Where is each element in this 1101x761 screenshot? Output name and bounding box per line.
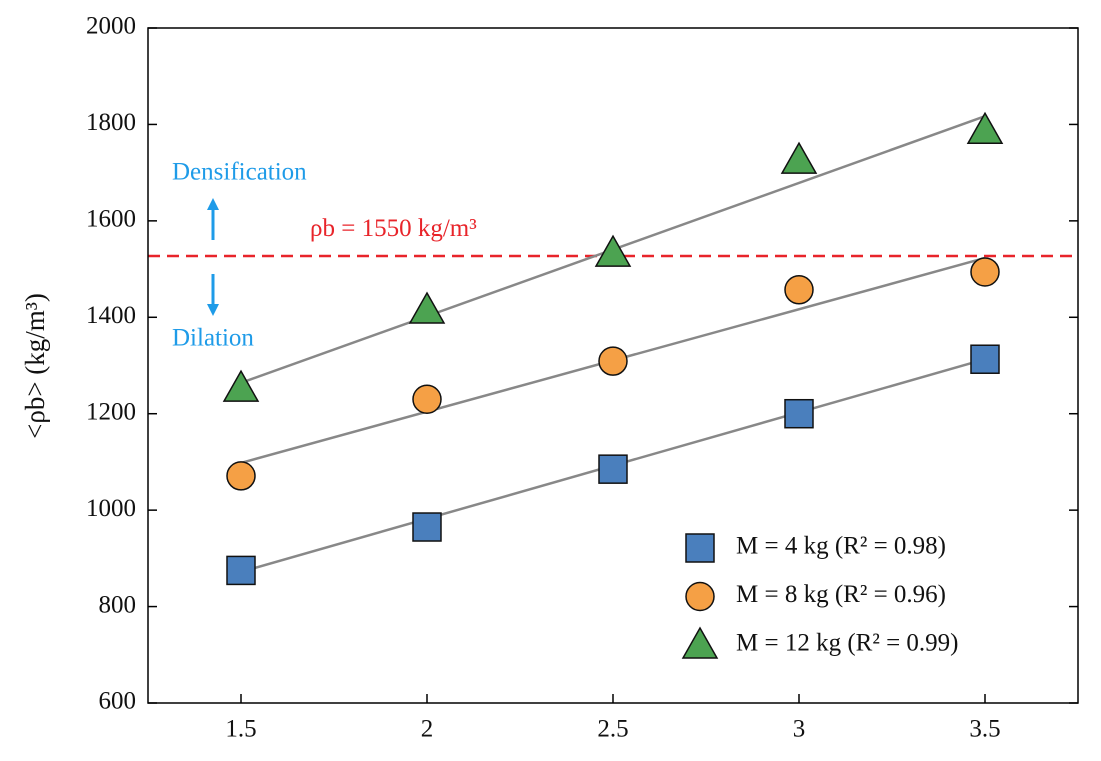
- y-tick-label: 1400: [86, 302, 136, 329]
- x-tick-label: 2: [421, 716, 434, 743]
- y-tick-label: 1800: [86, 109, 136, 136]
- y-tick-label: 800: [99, 591, 137, 618]
- marker: [222, 369, 260, 402]
- marker: [970, 344, 1000, 374]
- y-tick-label: 1000: [86, 495, 136, 522]
- legend-marker: [681, 626, 719, 659]
- y-tick-label: 600: [99, 688, 137, 715]
- legend-label: M = 8 kg (R² = 0.96): [736, 581, 946, 608]
- legend-marker: [685, 581, 715, 612]
- legend-label: M = 12 kg (R² = 0.99): [736, 630, 959, 657]
- x-tick-label: 2.5: [597, 716, 628, 743]
- annotation: Densification: [172, 159, 307, 186]
- y-tick-label: 1600: [86, 206, 136, 233]
- marker: [780, 141, 818, 174]
- marker: [966, 111, 1004, 144]
- marker: [970, 257, 1000, 287]
- marker: [412, 512, 442, 542]
- y-tick-label: 1200: [86, 398, 136, 425]
- marker: [408, 291, 446, 324]
- marker: [598, 454, 628, 484]
- marker: [226, 461, 256, 491]
- plot-frame: [147, 27, 1079, 704]
- legend-label: M = 4 kg (R² = 0.98): [736, 533, 946, 560]
- marker: [226, 555, 256, 586]
- x-tick-label: 3: [793, 716, 806, 743]
- marker: [412, 384, 442, 414]
- y-tick-label: 2000: [86, 13, 136, 40]
- x-tick-label: 3.5: [969, 716, 1000, 743]
- marker: [784, 275, 814, 305]
- y-axis-label: <ρb> (kg/m³): [20, 293, 50, 439]
- reference-label: ρb = 1550 kg/m³: [310, 215, 477, 242]
- marker: [594, 234, 632, 267]
- annotation: Dilation: [172, 325, 254, 352]
- marker: [598, 346, 628, 376]
- marker: [784, 398, 814, 429]
- x-tick-label: 1.5: [225, 716, 256, 743]
- legend-marker: [685, 533, 715, 563]
